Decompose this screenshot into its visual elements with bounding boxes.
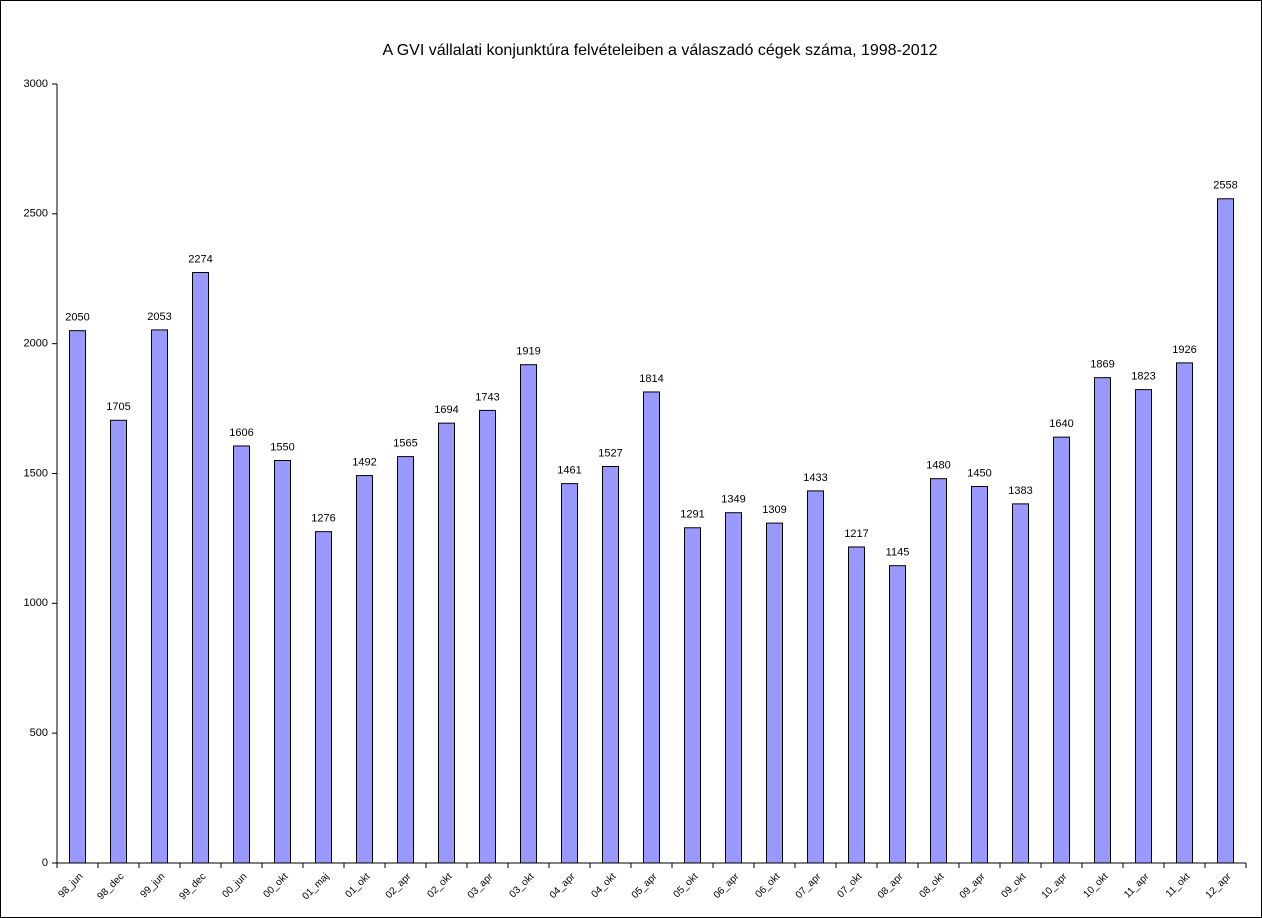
bar (1094, 377, 1111, 864)
value-label: 2274 (188, 253, 212, 265)
bar (520, 364, 537, 864)
bar (1176, 362, 1193, 864)
value-label: 2053 (147, 311, 171, 323)
y-tick-label: 2000 (24, 338, 48, 350)
value-label: 1145 (886, 547, 910, 559)
bar (479, 409, 496, 864)
value-label: 1705 (106, 401, 130, 413)
bar (192, 272, 209, 864)
chart-title: A GVI vállalati konjunktúra felvételeibe… (382, 42, 937, 59)
value-label: 1869 (1090, 359, 1114, 371)
y-tick-label: 2500 (24, 208, 48, 220)
bar (848, 546, 865, 864)
value-label: 1433 (803, 472, 827, 484)
value-label: 1823 (1131, 371, 1155, 383)
y-tick-label: 3000 (24, 78, 48, 90)
value-label: 1309 (762, 504, 786, 516)
bar (69, 330, 86, 864)
value-label: 1527 (598, 447, 622, 459)
bar (233, 445, 250, 864)
bar (438, 422, 455, 864)
bar (1135, 389, 1152, 864)
bar (971, 485, 988, 864)
bar (151, 329, 168, 864)
value-label: 1276 (311, 513, 335, 525)
value-label: 1926 (1172, 344, 1196, 356)
value-label: 2558 (1213, 180, 1237, 192)
bar (110, 419, 127, 864)
bar (1012, 503, 1029, 864)
value-label: 1349 (721, 494, 745, 506)
value-label: 1640 (1049, 418, 1073, 430)
bar (889, 565, 906, 864)
value-label: 1383 (1008, 485, 1032, 497)
value-label: 1606 (229, 427, 253, 439)
bar (725, 512, 742, 864)
bar (561, 483, 578, 864)
value-label: 1743 (475, 391, 499, 403)
y-tick-label: 500 (30, 727, 48, 739)
y-tick-label: 1000 (24, 597, 48, 609)
value-label: 1565 (393, 438, 417, 450)
bar (643, 391, 660, 864)
value-label: 1814 (639, 373, 663, 385)
y-tick-label: 1500 (24, 467, 48, 479)
value-label: 1694 (434, 404, 458, 416)
bar (315, 531, 332, 864)
bar (807, 490, 824, 864)
value-label: 1217 (844, 528, 868, 540)
y-tick-label: 0 (42, 857, 48, 869)
value-label: 1450 (967, 467, 991, 479)
value-label: 1492 (352, 456, 376, 468)
value-label: 1550 (270, 441, 294, 453)
bar (356, 475, 373, 864)
value-label: 1461 (557, 465, 581, 477)
bar (1217, 198, 1234, 864)
value-label: 2050 (65, 312, 89, 324)
bar (274, 460, 291, 864)
bar (684, 527, 701, 864)
bar (602, 465, 619, 864)
value-label: 1480 (926, 460, 950, 472)
bar (1053, 436, 1070, 864)
value-label: 1919 (516, 346, 540, 358)
bar (930, 478, 947, 864)
bar (766, 522, 783, 864)
value-label: 1291 (680, 509, 704, 521)
bar (397, 456, 414, 864)
